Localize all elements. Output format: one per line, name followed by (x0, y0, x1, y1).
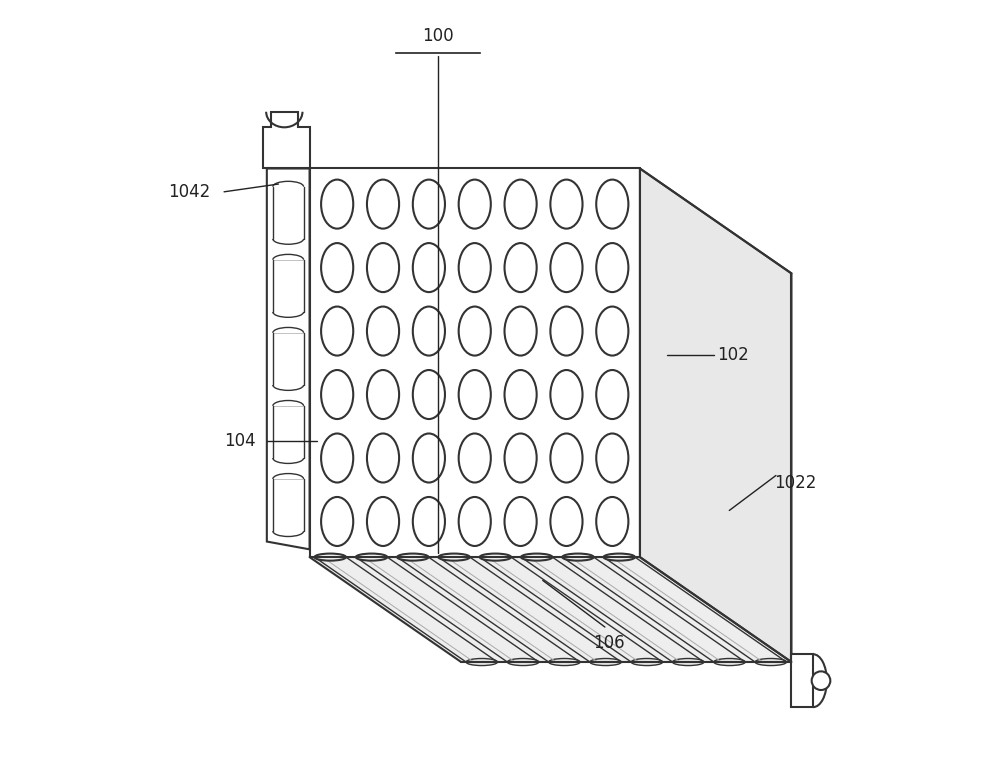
Ellipse shape (466, 658, 497, 665)
Ellipse shape (505, 179, 537, 229)
Ellipse shape (755, 658, 787, 665)
Ellipse shape (459, 179, 491, 229)
Ellipse shape (505, 497, 537, 546)
Ellipse shape (321, 434, 353, 483)
Ellipse shape (367, 179, 399, 229)
Polygon shape (310, 168, 640, 557)
Polygon shape (263, 112, 310, 168)
Ellipse shape (459, 307, 491, 356)
Ellipse shape (459, 497, 491, 546)
Ellipse shape (413, 497, 445, 546)
Polygon shape (640, 168, 791, 662)
Ellipse shape (321, 243, 353, 292)
Ellipse shape (631, 658, 663, 665)
Ellipse shape (397, 554, 428, 561)
Ellipse shape (596, 179, 628, 229)
Ellipse shape (590, 658, 621, 665)
Ellipse shape (550, 307, 583, 356)
Ellipse shape (521, 554, 552, 561)
Polygon shape (310, 557, 791, 662)
Ellipse shape (321, 307, 353, 356)
Text: 102: 102 (717, 346, 749, 364)
Ellipse shape (812, 672, 830, 690)
Text: 104: 104 (224, 431, 255, 449)
Ellipse shape (550, 434, 583, 483)
Ellipse shape (321, 179, 353, 229)
Ellipse shape (596, 434, 628, 483)
Ellipse shape (505, 307, 537, 356)
Ellipse shape (550, 179, 583, 229)
Ellipse shape (459, 243, 491, 292)
Ellipse shape (604, 554, 635, 561)
Ellipse shape (507, 658, 539, 665)
Ellipse shape (714, 658, 745, 665)
Ellipse shape (413, 307, 445, 356)
Polygon shape (791, 654, 813, 707)
Ellipse shape (673, 658, 704, 665)
Ellipse shape (367, 370, 399, 419)
Text: 1042: 1042 (168, 183, 210, 200)
Ellipse shape (550, 243, 583, 292)
Ellipse shape (413, 179, 445, 229)
Ellipse shape (596, 497, 628, 546)
Ellipse shape (321, 497, 353, 546)
Ellipse shape (413, 434, 445, 483)
Ellipse shape (367, 434, 399, 483)
Ellipse shape (356, 554, 387, 561)
Ellipse shape (413, 243, 445, 292)
Ellipse shape (550, 497, 583, 546)
Polygon shape (267, 168, 310, 549)
Ellipse shape (505, 434, 537, 483)
Ellipse shape (438, 554, 470, 561)
Ellipse shape (367, 307, 399, 356)
Ellipse shape (596, 243, 628, 292)
Ellipse shape (549, 658, 580, 665)
Text: 100: 100 (422, 27, 454, 45)
Text: 1022: 1022 (774, 474, 817, 492)
Ellipse shape (505, 370, 537, 419)
Ellipse shape (596, 307, 628, 356)
Text: 106: 106 (593, 633, 625, 651)
Polygon shape (640, 168, 791, 662)
Ellipse shape (480, 554, 511, 561)
Ellipse shape (315, 554, 346, 561)
Ellipse shape (562, 554, 594, 561)
Ellipse shape (413, 370, 445, 419)
Ellipse shape (459, 370, 491, 419)
Ellipse shape (367, 243, 399, 292)
Ellipse shape (459, 434, 491, 483)
Ellipse shape (321, 370, 353, 419)
Ellipse shape (596, 370, 628, 419)
Ellipse shape (550, 370, 583, 419)
Ellipse shape (367, 497, 399, 546)
Ellipse shape (505, 243, 537, 292)
